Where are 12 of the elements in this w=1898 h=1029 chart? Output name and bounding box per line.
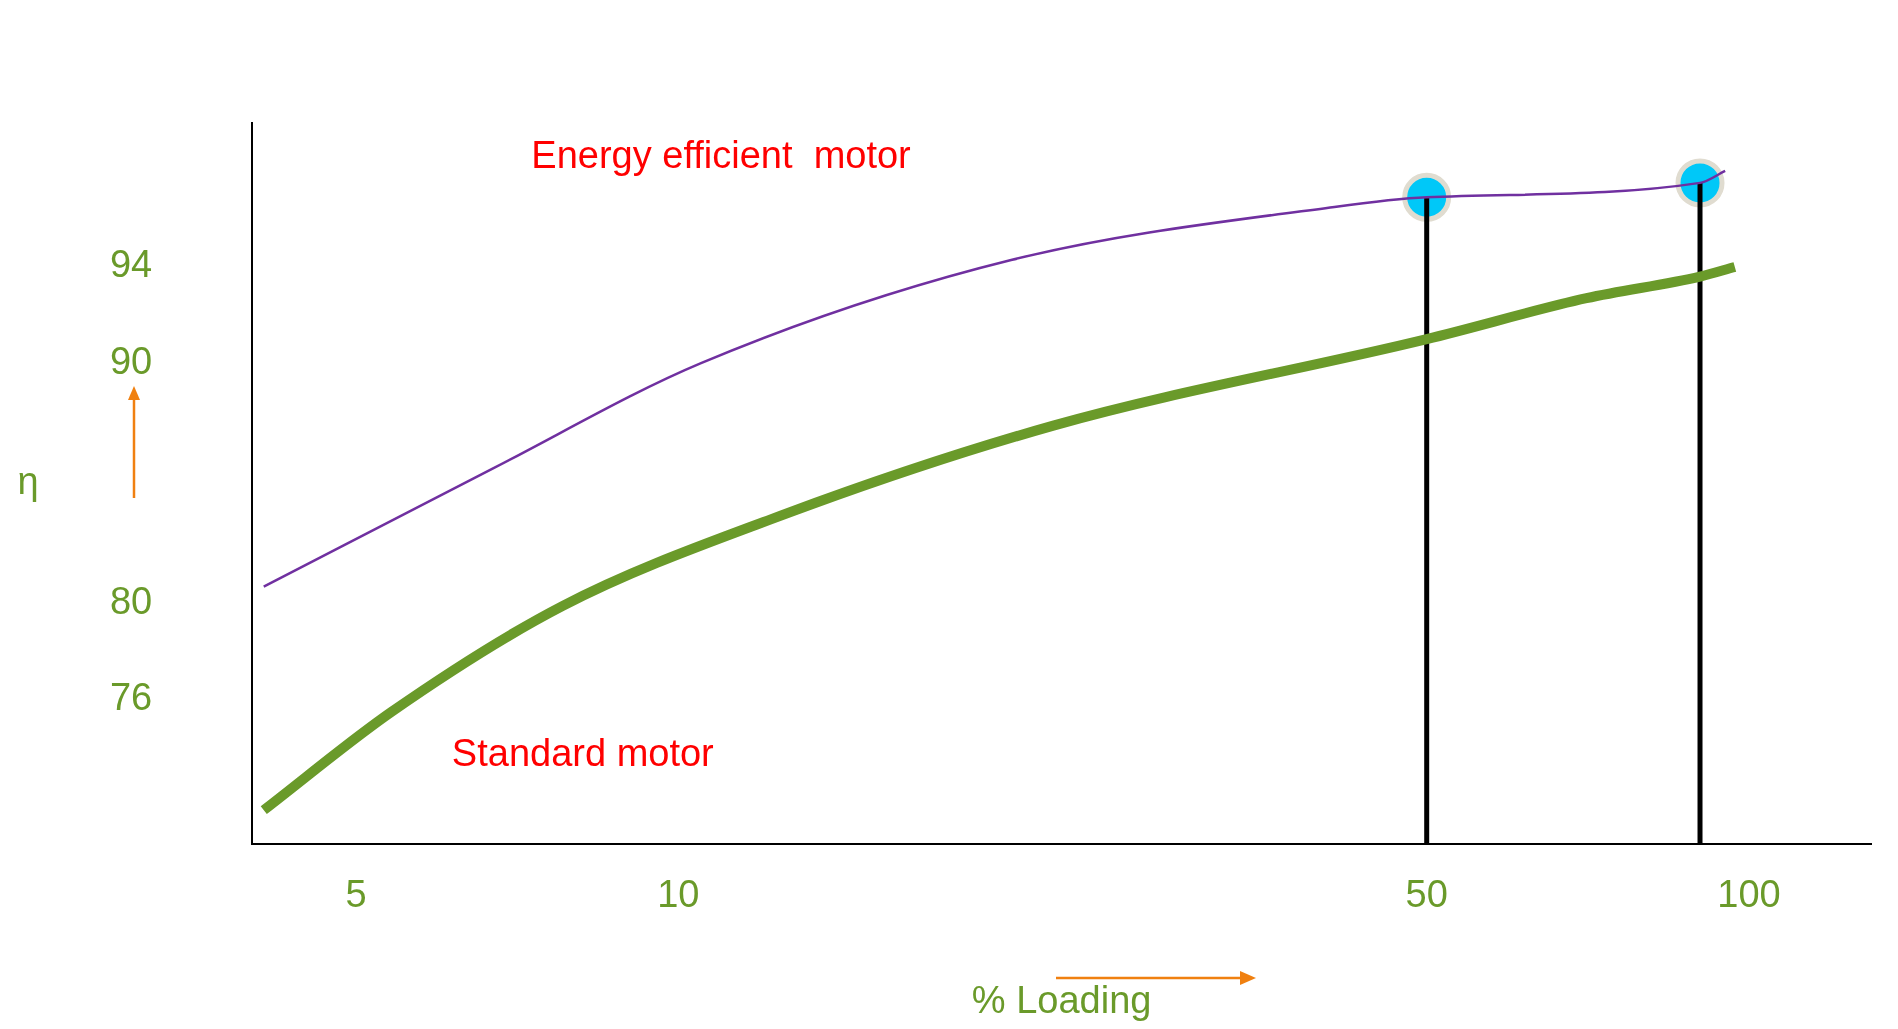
y-tick-label: 90: [109, 339, 153, 382]
y-tick-label: 80: [109, 579, 153, 622]
y-tick-label: 76: [109, 676, 153, 719]
y-tick-label: 94: [109, 243, 153, 286]
series-label: Standard motor: [451, 732, 715, 775]
x-tick-label: 100: [1717, 873, 1781, 916]
y-axis-title: η: [17, 459, 39, 502]
x-tick-label: 50: [1405, 873, 1448, 916]
x-tick-label: 5: [345, 873, 367, 916]
text: Energy efficient motor: [531, 134, 912, 177]
x-axis-title: % Loading: [971, 978, 1152, 1021]
x-tick-label: 10: [657, 873, 700, 916]
